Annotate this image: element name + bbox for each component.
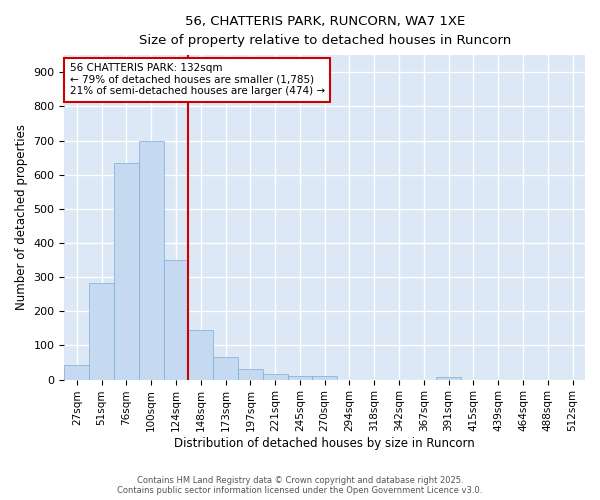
Bar [213,358,238,380]
Title: 56, CHATTERIS PARK, RUNCORN, WA7 1XE
Size of property relative to detached house: 56, CHATTERIS PARK, RUNCORN, WA7 1XE Siz… [139,15,511,47]
Bar [238,370,263,380]
Bar [313,376,337,380]
Bar [89,283,114,380]
X-axis label: Distribution of detached houses by size in Runcorn: Distribution of detached houses by size … [175,437,475,450]
Bar [64,365,89,380]
Bar [263,374,287,380]
Bar [436,377,461,380]
Text: Contains HM Land Registry data © Crown copyright and database right 2025.
Contai: Contains HM Land Registry data © Crown c… [118,476,482,495]
Bar [188,330,213,380]
Y-axis label: Number of detached properties: Number of detached properties [15,124,28,310]
Bar [287,376,313,380]
Bar [139,140,164,380]
Bar [164,260,188,380]
Text: 56 CHATTERIS PARK: 132sqm
← 79% of detached houses are smaller (1,785)
21% of se: 56 CHATTERIS PARK: 132sqm ← 79% of detac… [70,63,325,96]
Bar [114,164,139,380]
